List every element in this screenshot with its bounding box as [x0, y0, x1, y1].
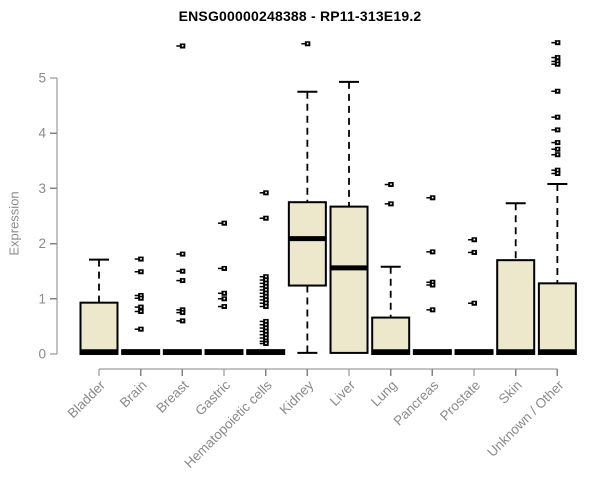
- outlier-point-center: [181, 279, 184, 282]
- x-tick-label: Prostate: [437, 378, 483, 424]
- outlier-point-center: [265, 333, 267, 336]
- outlier-point-center: [265, 279, 267, 281]
- x-tick-label: Lung: [368, 378, 400, 410]
- outlier-point-center: [223, 297, 226, 300]
- outlier-point-center: [556, 90, 559, 92]
- y-tick-label: 2: [38, 236, 46, 251]
- y-tick-label: 4: [38, 126, 46, 141]
- outlier-point-center: [556, 148, 559, 150]
- outlier-point-center: [431, 284, 434, 286]
- outlier-point-center: [556, 153, 559, 156]
- outlier-point-center: [223, 305, 226, 308]
- outlier-point-center: [431, 308, 434, 311]
- outlier-point-center: [181, 44, 184, 47]
- outlier-point-center: [556, 169, 559, 171]
- outlier-point-center: [265, 327, 267, 329]
- outlier-point-center: [223, 292, 226, 294]
- x-tick-label: Kidney: [277, 377, 317, 417]
- x-tick-label: Skin: [496, 378, 525, 407]
- outlier-point-center: [223, 222, 226, 224]
- x-tick-label: Gastric: [192, 377, 233, 418]
- outlier-point-center: [431, 250, 434, 253]
- box-Unknown / Other: [537, 282, 577, 355]
- x-tick-label: Brain: [117, 378, 150, 411]
- outlier-point-center: [140, 310, 142, 313]
- outlier-point-center: [140, 306, 142, 308]
- box-Bladder: [79, 301, 119, 355]
- box-Kidney: [287, 201, 327, 287]
- outlier-point-center: [265, 323, 267, 326]
- y-tick-label: 1: [38, 291, 46, 306]
- y-tick-label: 0: [38, 347, 46, 362]
- outlier-point-center: [140, 297, 142, 299]
- outlier-point-center: [265, 298, 267, 301]
- outlier-point-center: [431, 196, 434, 199]
- x-tick-label: Pancreas: [391, 377, 442, 428]
- x-tick-label: Liver: [327, 377, 359, 409]
- outlier-point-center: [265, 305, 267, 308]
- outlier-point-center: [265, 336, 267, 339]
- chart-title: ENSG00000248388 - RP11-313E19.2: [178, 8, 422, 24]
- outlier-point-center: [181, 311, 184, 314]
- outlier-point-center: [140, 258, 142, 260]
- outlier-point-center: [265, 285, 267, 288]
- x-tick-label: Bladder: [65, 377, 109, 421]
- box-Lung: [371, 316, 411, 355]
- outlier-point-center: [140, 328, 142, 330]
- outlier-point-center: [265, 320, 267, 323]
- outlier-point-center: [265, 217, 267, 219]
- y-tick-label: 5: [38, 71, 46, 86]
- outlier-point-center: [181, 253, 184, 255]
- outlier-point-center: [140, 294, 142, 297]
- y-tick-label: 3: [38, 181, 46, 196]
- outlier-point-center: [556, 141, 559, 144]
- outlier-point-center: [556, 172, 559, 175]
- outlier-point-center: [556, 56, 559, 59]
- outlier-point-center: [181, 270, 184, 272]
- outlier-point-center: [181, 308, 184, 311]
- outlier-point-center: [390, 183, 392, 186]
- outlier-point-center: [265, 191, 267, 194]
- outlier-point-center: [431, 281, 434, 283]
- outlier-point-center: [390, 202, 392, 205]
- outlier-point-center: [265, 295, 267, 298]
- outlier-point-center: [556, 60, 559, 63]
- outlier-point-center: [223, 267, 226, 270]
- outlier-point-center: [265, 288, 267, 291]
- outlier-point-center: [265, 282, 267, 284]
- outlier-point-center: [265, 302, 267, 304]
- outlier-point-center: [181, 319, 184, 322]
- outlier-point-center: [556, 41, 559, 44]
- outlier-point-center: [265, 330, 267, 332]
- outlier-point-center: [306, 42, 309, 45]
- outlier-point-center: [473, 238, 476, 241]
- outlier-point-center: [556, 63, 559, 65]
- outlier-point-center: [265, 275, 267, 278]
- box-Liver: [329, 205, 369, 354]
- outlier-point-center: [556, 116, 559, 118]
- outlier-point-center: [265, 342, 267, 345]
- outlier-point-center: [140, 270, 142, 273]
- outlier-point-center: [473, 251, 476, 254]
- box-Skin: [496, 259, 536, 355]
- x-tick-label: Breast: [153, 377, 191, 415]
- outlier-point-center: [556, 128, 559, 131]
- outlier-point-center: [473, 302, 476, 304]
- x-tick-label: Unknown / Other: [484, 377, 567, 460]
- outlier-point-center: [265, 292, 267, 294]
